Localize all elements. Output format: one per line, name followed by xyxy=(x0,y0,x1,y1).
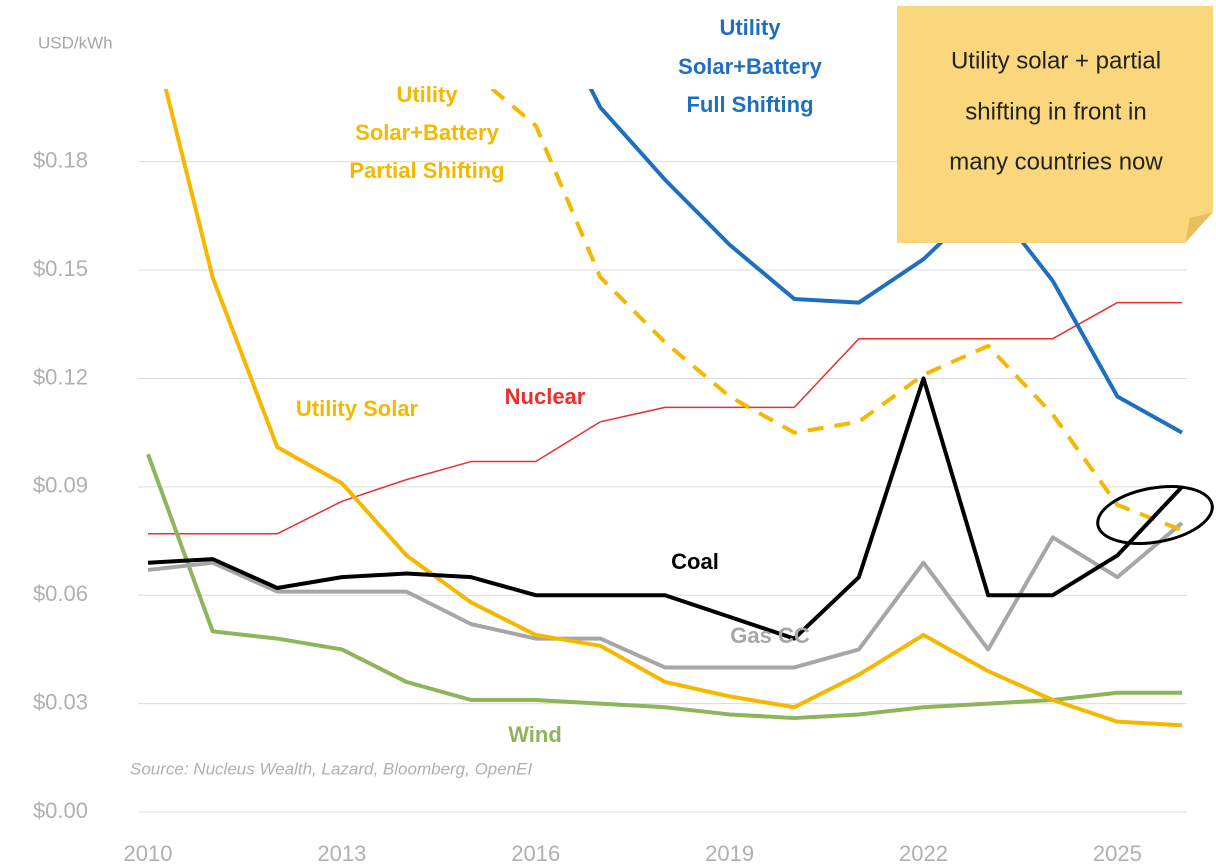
note-text: shifting in front in xyxy=(965,98,1146,125)
y-tick-label: $0.00 xyxy=(33,798,88,823)
series-label: Solar+Battery xyxy=(355,120,499,145)
y-tick-label: $0.09 xyxy=(33,473,88,498)
x-tick-label: 2013 xyxy=(317,841,366,866)
series-label: Partial Shifting xyxy=(349,158,504,183)
series-label: Solar+Battery xyxy=(678,54,822,79)
series-label: Utility xyxy=(396,82,458,107)
highlight-ellipse xyxy=(1096,485,1214,545)
x-tick-label: 2016 xyxy=(511,841,560,866)
note-text: many countries now xyxy=(949,148,1163,175)
note-fold xyxy=(1185,212,1213,243)
series-label: Coal xyxy=(671,549,719,574)
series-line xyxy=(147,521,1184,670)
y-tick-label: $0.15 xyxy=(33,256,88,281)
note-text: Utility solar + partial xyxy=(951,47,1161,74)
source: Source: Nucleus Wealth, Lazard, Bloomber… xyxy=(130,759,533,778)
series-line xyxy=(146,453,1182,721)
series-line xyxy=(147,376,1184,641)
labels: Nuclear Wind Gas CC Utility Solar Utility Sol… xyxy=(296,15,823,747)
x-tick-label: 2019 xyxy=(705,841,754,866)
y-axis-label: USD/kWh xyxy=(38,33,113,52)
series-line xyxy=(588,89,1183,435)
grid: $0.00 $0.03 $0.06 $0.09 $0.12 $0.15 $0.18 2010 2… xyxy=(33,147,1187,866)
x-tick-label: 2022 xyxy=(899,841,948,866)
series-label: Gas CC xyxy=(730,623,810,648)
plot-lines xyxy=(146,89,1184,728)
note-paper xyxy=(897,6,1213,243)
series-line xyxy=(163,89,1183,728)
series-label: Wind xyxy=(508,722,562,747)
y-tick-label: $0.06 xyxy=(33,581,88,606)
x-tick-label: 2025 xyxy=(1093,841,1142,866)
series-line xyxy=(148,301,1182,535)
series-label: Nuclear xyxy=(505,384,586,409)
x-tick-label: 2010 xyxy=(124,841,173,866)
sticky-note: Utility solar + partial shifting in fron… xyxy=(897,6,1213,243)
y-tick-label: $0.18 xyxy=(33,147,88,172)
y-tick-label: $0.03 xyxy=(33,689,88,714)
series-label: Utility xyxy=(719,15,781,40)
series-label: Utility Solar xyxy=(296,396,419,421)
y-tick-label: $0.12 xyxy=(33,364,88,389)
series-label: Full Shifting xyxy=(686,92,813,117)
series-line xyxy=(489,89,1183,533)
